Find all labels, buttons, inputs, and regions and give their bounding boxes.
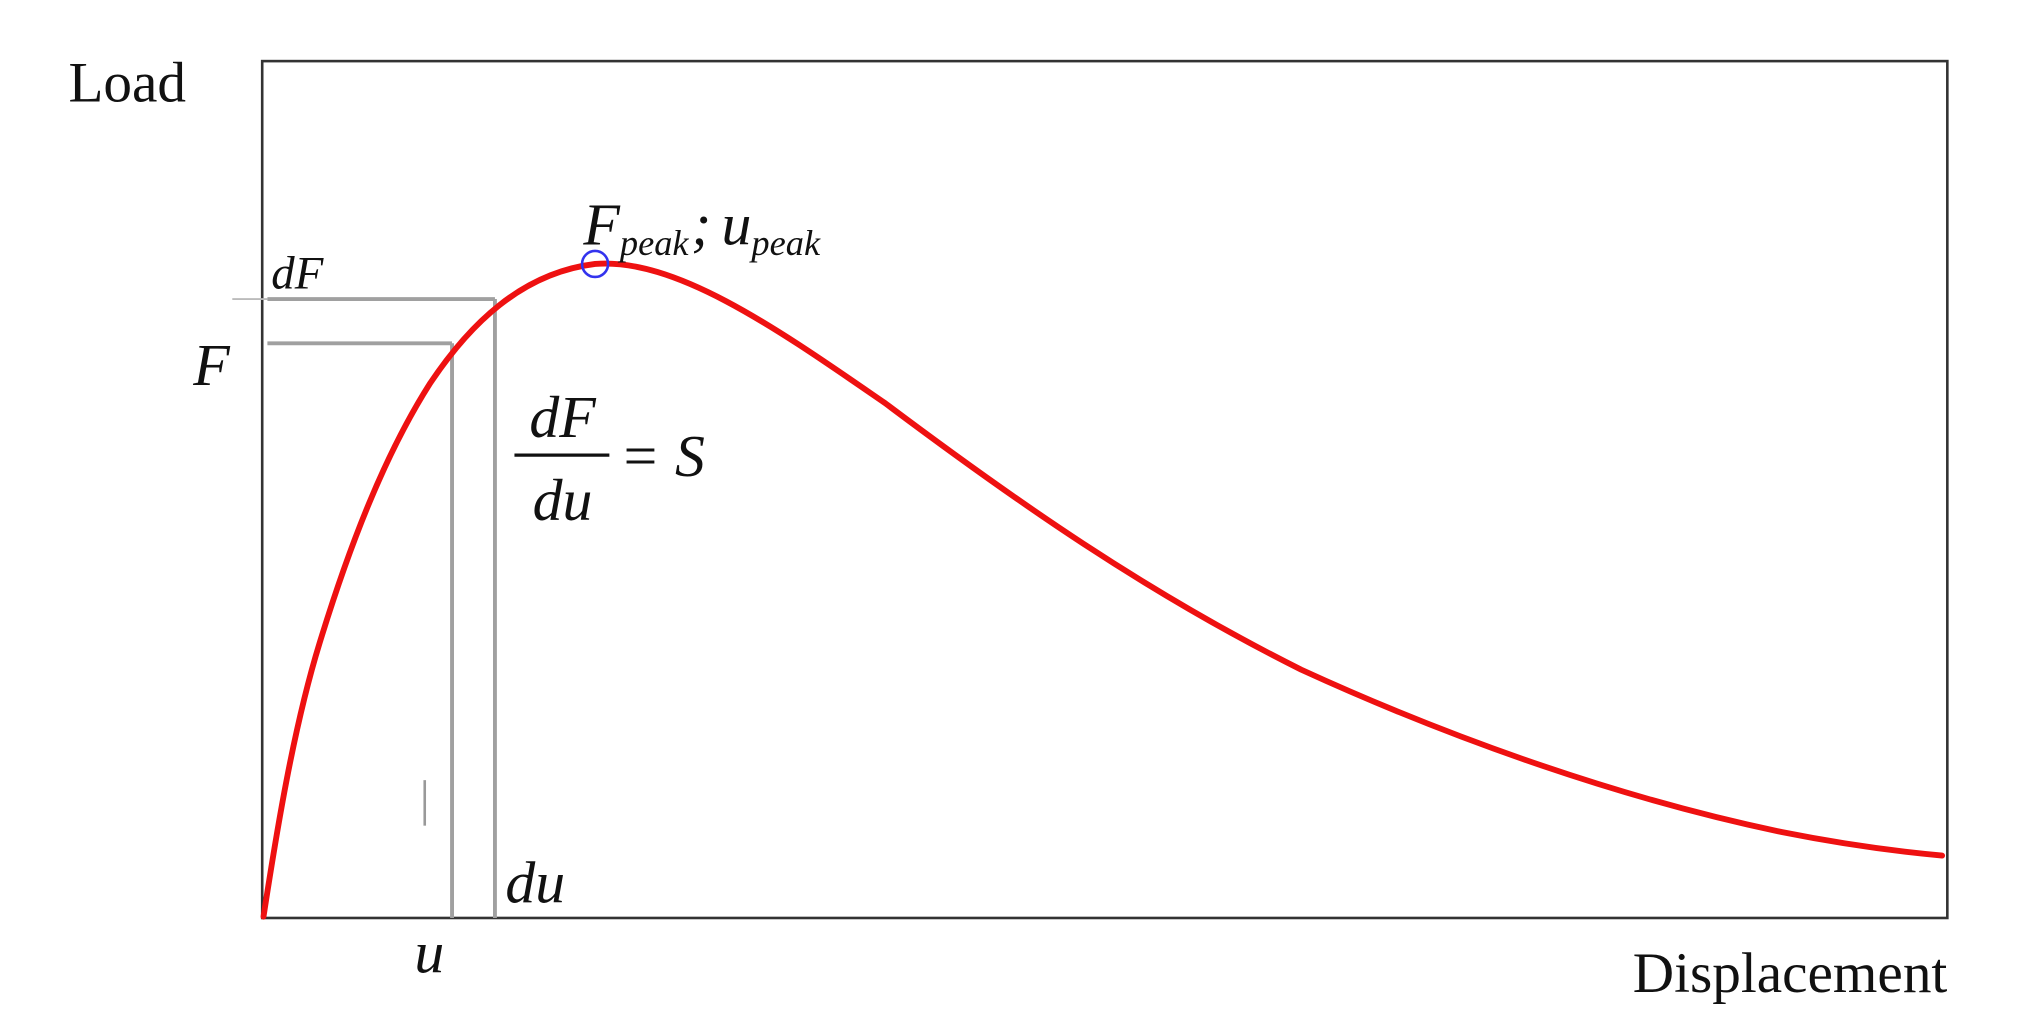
- dF-label: dF: [271, 248, 323, 300]
- slope-numerator: dF: [529, 384, 597, 450]
- plot-frame: [260, 59, 1949, 920]
- u-label: u: [414, 920, 444, 986]
- peak-force-sub: peak: [617, 223, 690, 263]
- du-label: du: [505, 849, 565, 915]
- peak-label: Fpeak; upeak: [582, 191, 821, 262]
- x-axis-label: Displacement: [1633, 942, 1948, 1005]
- load-curve: [260, 260, 1946, 920]
- y-axis-label: Load: [68, 51, 186, 114]
- F-label: F: [192, 332, 231, 398]
- peak-disp: u: [722, 191, 752, 257]
- peak-marker: [580, 249, 610, 279]
- slope-denominator: du: [533, 467, 593, 533]
- peak-separator: ;: [691, 191, 711, 257]
- slope-rhs: = S: [620, 423, 705, 489]
- peak-disp-sub: peak: [748, 223, 821, 263]
- peak-force: F: [582, 191, 621, 257]
- construction-lines: [267, 297, 497, 918]
